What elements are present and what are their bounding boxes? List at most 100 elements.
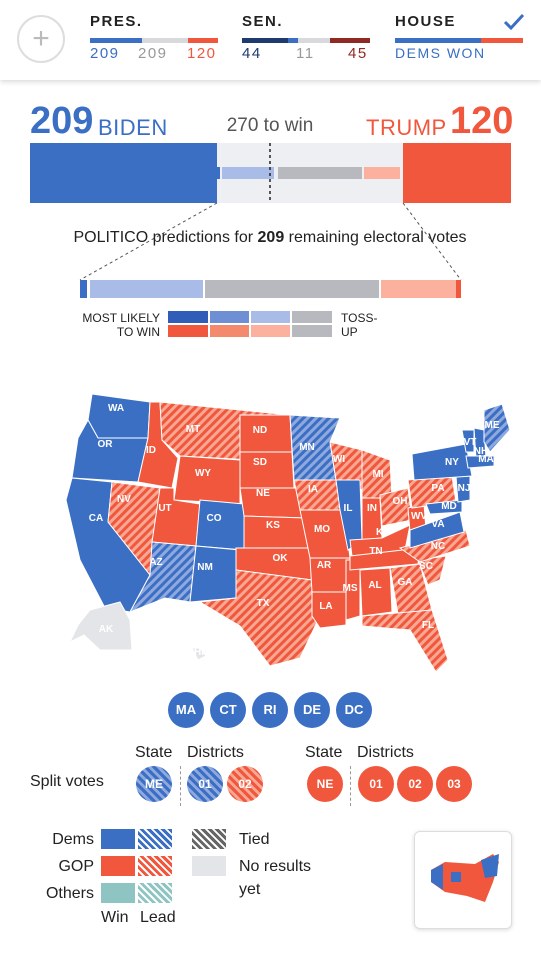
state-SD[interactable]: [239, 451, 295, 489]
state-label-hi: HI: [194, 647, 204, 658]
state-button-ct[interactable]: CT: [210, 692, 246, 728]
key-others-win: [101, 883, 135, 903]
split-me-district-1[interactable]: 01: [187, 766, 223, 802]
state-AL[interactable]: [359, 567, 393, 617]
house-dem-bar: [395, 38, 481, 43]
split-me-state-head: State: [135, 744, 173, 761]
sen-gop-bar: [330, 38, 370, 43]
split-ne-state[interactable]: NE: [307, 766, 343, 802]
state-label-nj: NJ: [458, 483, 471, 494]
state-label-ks: KS: [266, 520, 280, 531]
top-bar: + PRES. 209 209 120 SEN. 44 11 45 HOUSE …: [0, 0, 541, 80]
prediction-text: POLITICO predictions for 209 remaining e…: [70, 228, 470, 248]
most-likely-label: MOST LIKELY: [82, 311, 160, 325]
split-ne-district-1[interactable]: 01: [358, 766, 394, 802]
state-label-id: ID: [146, 445, 156, 456]
map-view-toggle[interactable]: [414, 831, 512, 929]
state-label-wi: WI: [333, 454, 345, 465]
prediction-remaining: 209: [257, 229, 285, 246]
split-me-district-2[interactable]: 02: [227, 766, 263, 802]
trump-label: TRUMP: [366, 115, 447, 140]
state-FL[interactable]: [361, 609, 449, 673]
tossup-label-2: UP: [341, 325, 358, 339]
pres-title[interactable]: PRES.: [90, 13, 143, 30]
tossup-bar: [278, 167, 362, 179]
state-label-mn: MN: [299, 442, 315, 453]
state-MD[interactable]: [425, 499, 463, 515]
sen-dem-bar: [242, 38, 288, 43]
split-ne-district-2[interactable]: 02: [397, 766, 433, 802]
state-label-fl: FL: [422, 620, 434, 631]
state-KY[interactable]: [349, 524, 411, 557]
state-NY[interactable]: [411, 443, 473, 481]
state-LA[interactable]: [311, 591, 347, 629]
state-MA[interactable]: [465, 455, 495, 469]
state-label-nc: NC: [431, 541, 445, 552]
state-label-pa: PA: [431, 483, 444, 494]
state-label-ia: IA: [308, 484, 318, 495]
split-ne-state-head: State: [305, 744, 343, 761]
state-label-nv: NV: [117, 494, 131, 505]
split-votes-label: Split votes: [30, 773, 104, 790]
state-button-ma[interactable]: MA: [168, 692, 204, 728]
exp-lean-dem: [90, 280, 203, 298]
key-win-label: Win: [101, 909, 129, 926]
state-button-dc[interactable]: DC: [336, 692, 372, 728]
split-ne-district-3[interactable]: 03: [436, 766, 472, 802]
likely-dem-bar: [217, 167, 220, 179]
state-label-sd: SD: [253, 457, 267, 468]
state-label-wy: WY: [195, 468, 211, 479]
likelihood-legend: [168, 311, 332, 337]
sen-title[interactable]: SEN.: [242, 13, 284, 30]
sen-mid-count: 11: [296, 45, 315, 62]
sen-dem-lead-bar: [288, 38, 298, 43]
state-OH[interactable]: [379, 487, 413, 527]
split-me-state[interactable]: ME: [136, 766, 172, 802]
state-label-ms: MS: [343, 583, 358, 594]
key-others-lead: [138, 883, 172, 903]
sen-gop-count: 45: [348, 45, 368, 62]
exp-likely-gop: [456, 280, 461, 298]
state-CO[interactable]: [195, 499, 245, 551]
state-label-la: LA: [319, 601, 332, 612]
state-NM[interactable]: [189, 545, 241, 603]
key-tied-label: Tied: [239, 831, 270, 848]
state-label-nd: ND: [253, 425, 267, 436]
state-AK[interactable]: [68, 601, 133, 651]
pres-mid-bar: [142, 38, 188, 43]
state-label-wv: WV: [411, 511, 427, 522]
state-label-mt: MT: [186, 424, 200, 435]
state-ME[interactable]: [483, 403, 511, 453]
map-state-labels: WA OR CA ID NV MT WY UT AZ CO NM ND SD NE KS OK TX MN IA MO…: [89, 403, 500, 658]
state-WY[interactable]: [173, 455, 241, 505]
checkmark-icon: [503, 13, 525, 31]
state-SC[interactable]: [417, 555, 447, 586]
add-button[interactable]: +: [17, 15, 65, 63]
state-label-ar: AR: [317, 560, 332, 571]
state-label-md: MD: [441, 501, 457, 512]
state-label-nh: NH: [474, 446, 488, 457]
state-HI[interactable]: [191, 647, 207, 661]
exp-lean-gop: [381, 280, 456, 298]
state-WA[interactable]: [87, 393, 151, 439]
house-gop-bar: [481, 38, 523, 43]
electoral-bar-chart: [30, 143, 511, 298]
state-label-al: AL: [368, 580, 381, 591]
exp-tossup: [205, 280, 379, 298]
trump-electoral-votes: 120: [450, 100, 514, 142]
state-label-me: ME: [485, 420, 500, 431]
pres-dem-bar: [90, 38, 142, 43]
state-button-ri[interactable]: RI: [252, 692, 288, 728]
state-label-in: IN: [367, 503, 377, 514]
key-dem-lead: [138, 829, 172, 849]
house-title[interactable]: HOUSE: [395, 13, 456, 30]
state-label-tn: TN: [369, 546, 382, 557]
state-VT[interactable]: [461, 429, 475, 453]
lean-dem-bar: [222, 167, 274, 179]
state-VA[interactable]: [409, 511, 465, 549]
prediction-text-before: POLITICO predictions for: [73, 229, 258, 246]
state-button-de[interactable]: DE: [294, 692, 330, 728]
pres-gop-bar: [188, 38, 218, 43]
key-tied: [192, 829, 226, 849]
key-gop-label: GOP: [58, 858, 94, 875]
